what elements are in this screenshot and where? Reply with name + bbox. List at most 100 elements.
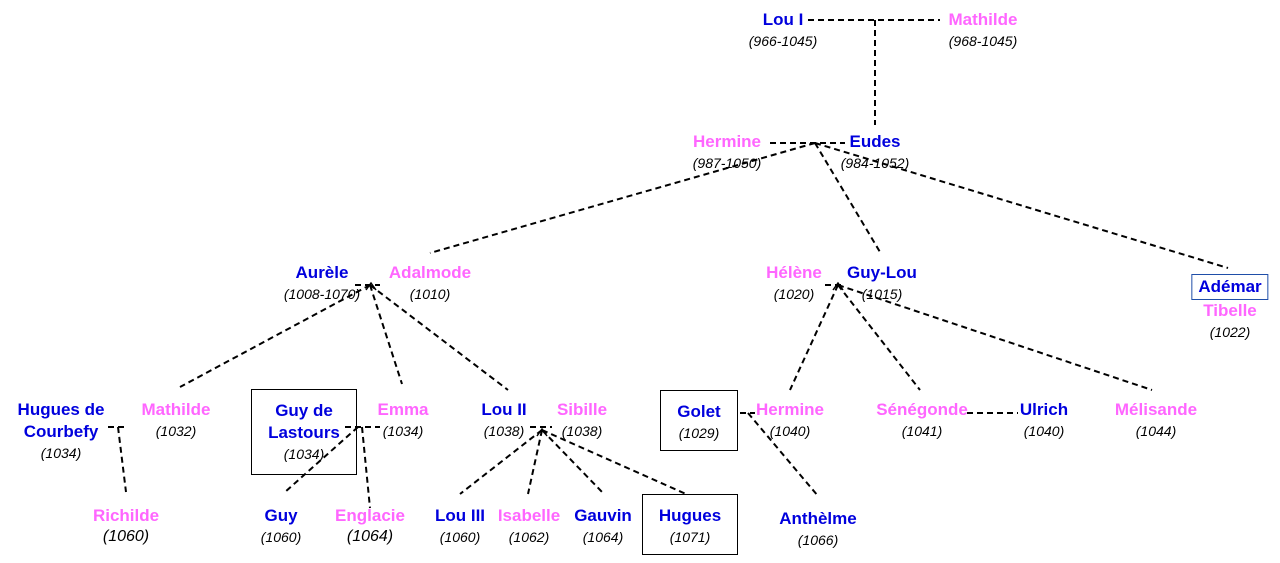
person-name-line2: Lastours	[268, 423, 340, 442]
person-name: Eudes	[849, 132, 901, 151]
person-name: Hermine	[692, 132, 762, 151]
person-name: Hugues	[658, 506, 722, 525]
person-dates: (1044)	[1135, 423, 1177, 439]
person-isabelle: Isabelle (1062)	[498, 505, 560, 547]
person-name-line1: Guy de	[275, 401, 333, 420]
person-dates: (1060)	[260, 529, 302, 545]
person-dates: (1010)	[409, 286, 451, 302]
person-lou-iii: Lou III (1060)	[435, 505, 485, 547]
person-name: Richilde	[92, 506, 160, 525]
person-hugues: Hugues (1071)	[642, 494, 738, 555]
person-name-line2: Courbefy	[23, 422, 99, 441]
person-name: Hermine	[755, 400, 825, 419]
descent-line	[814, 142, 881, 253]
person-name: Lou I	[762, 10, 804, 29]
person-name: Isabelle	[497, 506, 561, 525]
person-guy: Guy (1060)	[261, 505, 301, 547]
person-helene: Hélène (1020)	[766, 262, 822, 304]
person-dates: (1015)	[861, 286, 903, 302]
person-name: Aurèle	[295, 263, 349, 282]
person-dates: (1020)	[773, 286, 815, 302]
arrowhead	[832, 281, 844, 291]
person-mathilde-1: Mathilde (968-1045)	[949, 9, 1018, 51]
person-name: Sénégonde	[876, 400, 968, 419]
person-guy-lou: Guy-Lou (1015)	[847, 262, 917, 304]
person-dates: (1008-1070)	[283, 286, 361, 302]
descent-line	[459, 429, 543, 495]
person-eudes: Eudes (984-1052)	[841, 131, 910, 173]
person-dates: (966-1045)	[748, 33, 818, 49]
person-melisande: Mélisande (1044)	[1115, 399, 1197, 441]
person-dates: (1022)	[1209, 324, 1251, 340]
arrowhead	[536, 427, 548, 437]
person-dates: (1064)	[346, 528, 394, 545]
descent-line	[837, 284, 1153, 391]
person-dates: (1032)	[155, 423, 197, 439]
person-name: Sibille	[556, 400, 608, 419]
descent-line	[429, 142, 816, 254]
descent-line	[369, 284, 403, 385]
person-name: Mathilde	[141, 400, 211, 419]
descent-line	[541, 429, 687, 495]
person-dates: (968-1045)	[948, 33, 1018, 49]
person-hermine-2: Hermine (1040)	[756, 399, 824, 441]
person-hermine-1: Hermine (987-1050)	[693, 131, 762, 173]
person-ulrich: Ulrich (1040)	[1020, 399, 1068, 441]
person-dates: (1034)	[382, 423, 424, 439]
arrowhead	[365, 281, 377, 291]
person-richilde: Richilde (1060)	[93, 505, 159, 547]
person-name: Gauvin	[574, 506, 632, 525]
person-anthelme: Anthèlme (1066)	[779, 508, 856, 550]
descent-line	[527, 429, 543, 495]
person-adalmode: Adalmode (1010)	[389, 262, 471, 304]
person-dates: (1060)	[102, 528, 150, 545]
person-dates: (1040)	[1023, 423, 1065, 439]
person-name: Adalmode	[388, 263, 472, 282]
person-name: Anthèlme	[779, 509, 857, 528]
person-dates: (1071)	[669, 529, 711, 545]
person-golet: Golet (1029)	[660, 390, 738, 451]
person-dates: (987-1050)	[692, 155, 762, 171]
person-lou-i: Lou I (966-1045)	[749, 9, 818, 51]
person-hugues-de-courbefy: Hugues de Courbefy (1034)	[18, 399, 105, 463]
person-mathilde-2: Mathilde (1032)	[142, 399, 211, 441]
person-emma: Emma (1034)	[377, 399, 428, 441]
person-sibille: Sibille (1038)	[557, 399, 607, 441]
person-dates: (1060)	[439, 529, 481, 545]
person-name: Emma	[377, 400, 429, 419]
person-dates: (1064)	[582, 529, 624, 545]
person-name: Mathilde	[948, 10, 1018, 29]
descent-line	[747, 412, 819, 497]
person-name: Englacie	[335, 506, 405, 525]
person-name-ademar: Adémar	[1191, 274, 1269, 300]
person-ademar-tibelle: Adémar Tibelle (1022)	[1191, 274, 1269, 342]
person-aurele: Aurèle (1008-1070)	[284, 262, 360, 304]
person-name: Ulrich	[1019, 400, 1069, 419]
person-guy-de-lastours: Guy de Lastours (1034)	[251, 389, 357, 475]
person-dates: (1038)	[483, 423, 525, 439]
descent-line	[837, 284, 921, 391]
person-dates: (1038)	[561, 423, 603, 439]
person-dates: (1066)	[797, 532, 839, 548]
person-dates: (1029)	[678, 425, 720, 441]
person-lou-ii: Lou II (1038)	[481, 399, 526, 441]
person-name: Lou III	[434, 506, 486, 525]
descent-line	[361, 426, 371, 509]
descent-line	[541, 429, 605, 495]
person-englacie: Englacie (1064)	[335, 505, 405, 547]
descent-line	[369, 284, 509, 391]
person-dates: (984-1052)	[840, 155, 910, 171]
person-name: Mélisande	[1114, 400, 1198, 419]
person-senegonde: Sénégonde (1041)	[876, 399, 968, 441]
person-gauvin: Gauvin (1064)	[574, 505, 632, 547]
person-name: Hélène	[766, 263, 822, 282]
person-name-tibelle: Tibelle	[1203, 301, 1257, 320]
person-dates: (1034)	[40, 445, 82, 461]
person-name: Guy	[264, 506, 298, 525]
person-dates: (1062)	[508, 529, 550, 545]
descent-line	[284, 426, 359, 493]
descent-line	[179, 284, 371, 388]
descent-line	[814, 142, 1229, 269]
